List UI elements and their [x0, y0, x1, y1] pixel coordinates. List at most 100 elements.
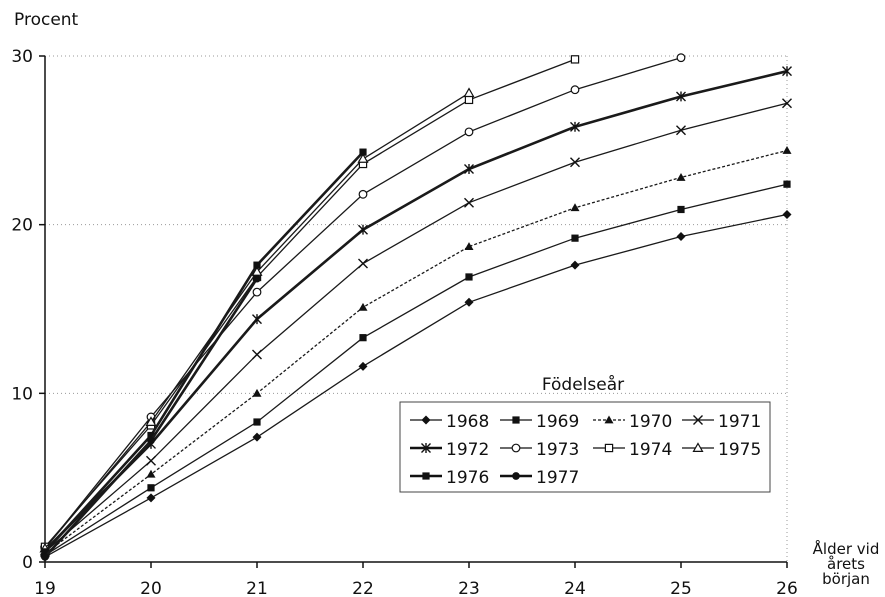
legend-title: Födelseår	[542, 374, 624, 395]
data-point	[604, 415, 614, 424]
legend-label: 1972	[446, 440, 489, 460]
data-point	[421, 415, 431, 425]
legend-label: 1969	[536, 412, 579, 432]
data-point	[422, 472, 430, 480]
data-point	[676, 53, 686, 63]
data-point	[252, 349, 262, 360]
data-point	[676, 231, 686, 241]
series-line	[44, 102, 788, 553]
data-point	[570, 121, 580, 132]
data-point	[677, 205, 685, 214]
series-line	[44, 183, 788, 556]
data-point	[570, 260, 580, 270]
legend-label: 1974	[629, 440, 672, 460]
data-point	[253, 418, 261, 426]
data-point	[570, 55, 580, 64]
legend-item-1969: 1969	[500, 412, 579, 432]
data-point	[145, 416, 157, 426]
x-axis-title-line: Ålder vid	[813, 539, 880, 558]
series-group	[39, 53, 792, 562]
legend-item-1973: 1973	[500, 440, 579, 460]
x-tick-label: 20	[140, 579, 162, 597]
legend-label: 1977	[536, 468, 579, 488]
data-point	[252, 287, 262, 297]
series-line	[44, 213, 788, 558]
data-point	[41, 548, 49, 556]
data-point	[464, 95, 474, 105]
x-tick-label: 19	[34, 579, 56, 597]
y-tick-label: 30	[11, 47, 33, 67]
x-axis-title-line: början	[822, 570, 870, 588]
x-tick-label: 21	[246, 579, 268, 597]
data-point	[359, 148, 367, 156]
x-axis-title: Ålder vid årets början	[813, 539, 880, 588]
legend-label: 1975	[718, 440, 761, 460]
data-point	[464, 197, 474, 208]
series-1975	[39, 87, 475, 553]
series-1972	[40, 66, 792, 556]
series-line	[44, 58, 576, 548]
y-tick-label: 20	[11, 216, 33, 236]
data-point	[463, 87, 475, 98]
legend-label: 1970	[629, 412, 672, 432]
data-point	[571, 234, 579, 242]
data-point	[782, 98, 792, 109]
data-point	[41, 553, 49, 561]
data-point	[464, 242, 474, 250]
data-point	[147, 484, 155, 492]
data-point	[676, 172, 686, 181]
legend-label: 1968	[446, 412, 489, 432]
data-point	[570, 157, 580, 168]
legend-item-1971: 1971	[682, 412, 761, 432]
legend-label: 1973	[536, 440, 579, 460]
data-point	[782, 210, 792, 220]
data-point	[464, 127, 474, 137]
series-1976	[41, 148, 367, 556]
data-point	[252, 314, 262, 325]
legend-item-1974: 1974	[593, 440, 672, 460]
legend-item-1975: 1975	[682, 440, 761, 460]
series-1968	[40, 210, 792, 562]
data-point	[252, 388, 262, 397]
data-point	[146, 493, 156, 503]
data-point	[421, 443, 431, 453]
data-point	[693, 415, 703, 425]
data-point	[358, 361, 368, 371]
data-point	[253, 261, 261, 269]
data-point	[147, 431, 155, 440]
data-point	[146, 455, 156, 466]
x-tick-label: 25	[670, 579, 692, 597]
data-point	[357, 153, 369, 163]
y-axis-title: Procent	[14, 10, 79, 30]
y-tick-label: 10	[11, 384, 33, 404]
data-point	[512, 416, 520, 424]
data-point	[604, 443, 614, 453]
data-point	[570, 203, 580, 212]
legend-item-1970: 1970	[593, 412, 672, 432]
data-point	[358, 302, 368, 311]
data-point	[570, 85, 580, 95]
data-point	[465, 273, 473, 281]
data-point	[358, 258, 368, 269]
series-line	[44, 151, 364, 553]
data-point	[146, 469, 156, 478]
legend-item-1968: 1968	[410, 412, 489, 432]
data-point	[676, 125, 686, 136]
legend-item-1976: 1976	[410, 468, 489, 488]
data-point	[782, 145, 792, 154]
x-tick-label: 22	[352, 579, 374, 597]
data-point	[252, 432, 262, 442]
data-point	[359, 334, 367, 342]
data-point	[676, 91, 686, 102]
data-point	[358, 189, 368, 199]
x-tick-label: 24	[564, 579, 586, 597]
legend-label: 1976	[446, 468, 489, 488]
data-point	[147, 436, 155, 445]
legend-box	[399, 401, 771, 493]
data-point	[253, 274, 261, 283]
data-point	[358, 224, 368, 235]
x-tick-label: 23	[458, 579, 480, 597]
series-line	[44, 69, 788, 552]
data-point	[464, 297, 474, 307]
